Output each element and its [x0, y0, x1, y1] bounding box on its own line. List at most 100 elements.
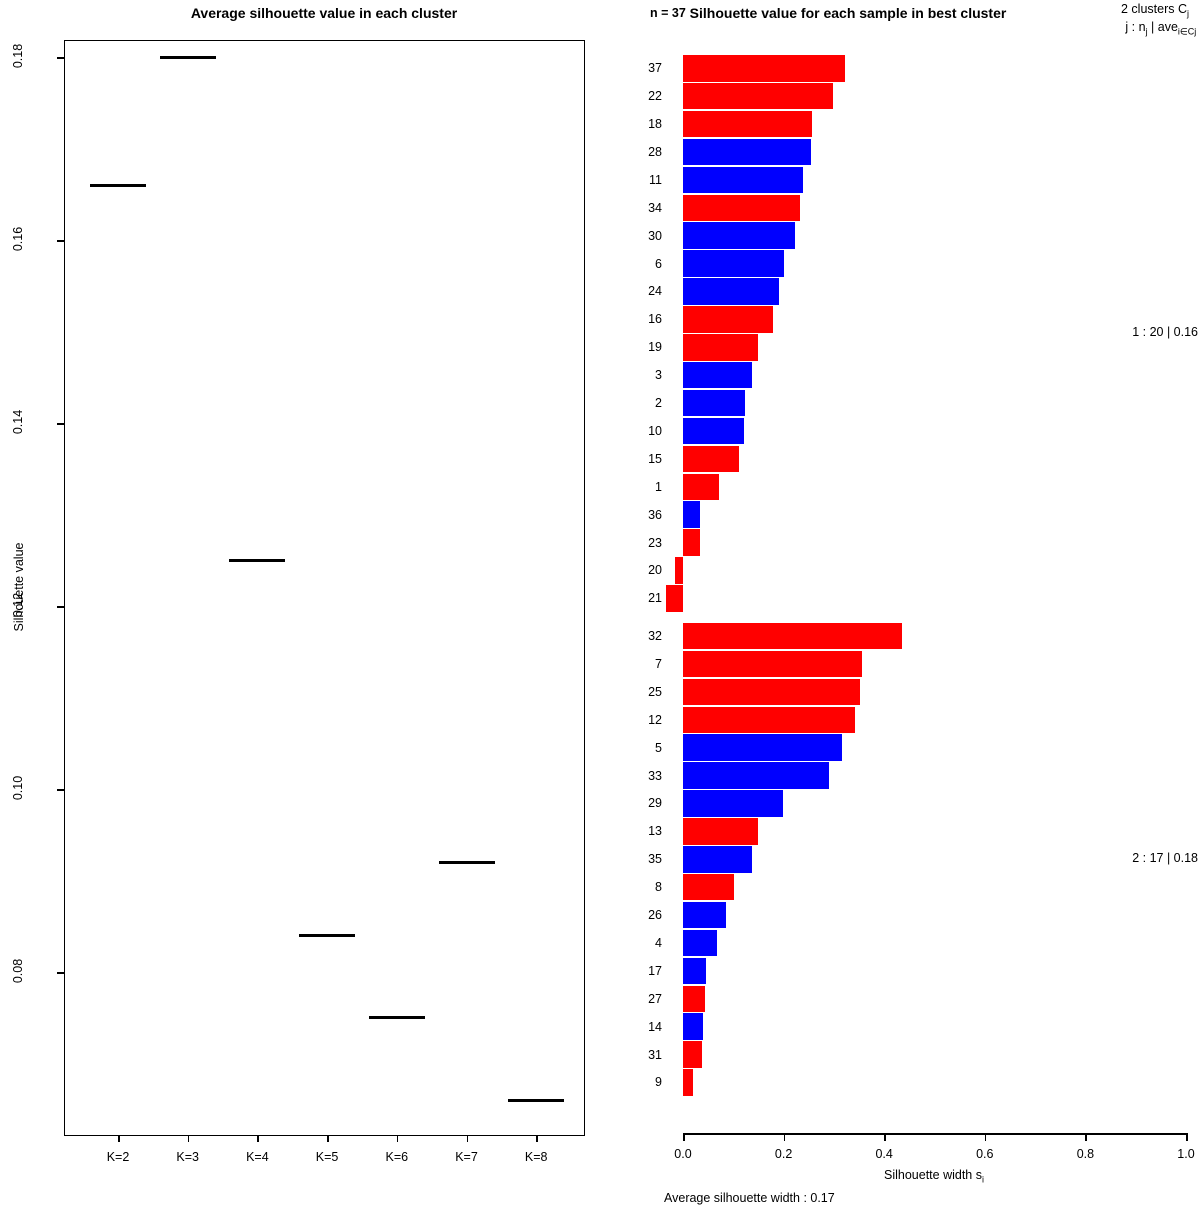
average-silhouette-segment [299, 933, 356, 937]
silhouette-bar-label: 1 [655, 479, 662, 494]
silhouette-bar-label: 15 [648, 451, 662, 466]
silhouette-bar-label: 9 [655, 1075, 662, 1090]
silhouette-bar-label: 30 [648, 228, 662, 243]
x-tick [1186, 1133, 1188, 1141]
x-tick-label: K=4 [246, 1150, 269, 1164]
x-tick [1085, 1133, 1087, 1141]
silhouette-plot-panel: Silhouette value for each sample in best… [600, 0, 1200, 1205]
silhouette-bar [683, 389, 746, 417]
x-tick-label: 0.2 [774, 1147, 793, 1161]
silhouette-bars-area: 37 22 18 28 11 34 30 6 24 16 19 3 2 10 15 1 36 23 20 21 1 : … [600, 0, 1200, 1200]
silhouette-bar [683, 361, 752, 389]
y-tick [57, 423, 64, 425]
silhouette-bar [683, 790, 783, 817]
silhouette-bar-label: 12 [648, 712, 662, 727]
silhouette-bar-label: 22 [648, 89, 662, 104]
cluster-summary-label: 2 : 17 | 0.18 [1132, 851, 1198, 866]
silhouette-bar-label: 13 [648, 824, 662, 839]
x-tick-label: 1.0 [1177, 1147, 1195, 1161]
cluster-summary-label: 1 : 20 | 0.16 [1132, 325, 1198, 340]
x-tick [187, 1135, 190, 1142]
silhouette-bar-label: 27 [648, 991, 662, 1006]
x-tick-label: K=3 [176, 1150, 199, 1164]
silhouette-bar [683, 846, 752, 873]
y-tick [57, 606, 64, 608]
average-silhouette-segment [438, 860, 495, 864]
y-tick-label: 0.16 [11, 226, 25, 252]
y-tick-label: 0.10 [11, 775, 25, 801]
average-silhouette-segment [90, 183, 146, 187]
silhouette-bar [683, 818, 758, 845]
y-tick [57, 57, 64, 59]
y-tick [57, 972, 64, 974]
silhouette-bar [683, 929, 718, 957]
silhouette-bar [683, 650, 862, 678]
x-tick [884, 1133, 886, 1141]
silhouette-bar-label: 24 [648, 284, 662, 299]
silhouette-bar [683, 166, 804, 194]
silhouette-bar [674, 557, 683, 584]
silhouette-bar [683, 306, 773, 333]
silhouette-bar-label: 6 [655, 256, 662, 271]
average-silhouette-segment [229, 558, 286, 562]
silhouette-bar-label: 3 [655, 368, 662, 383]
silhouette-bar [683, 1069, 693, 1096]
x-tick-label: K=7 [455, 1150, 478, 1164]
silhouette-bar [683, 194, 801, 221]
silhouette-bar [683, 678, 861, 706]
y-tick [57, 240, 64, 242]
silhouette-bar [683, 445, 740, 473]
silhouette-bar-label: 21 [648, 591, 662, 606]
average-width-footer: Average silhouette width : 0.17 [664, 1191, 835, 1205]
silhouette-bar-label: 37 [648, 61, 662, 76]
silhouette-bar-label: 16 [648, 312, 662, 327]
silhouette-bar-label: 29 [648, 796, 662, 811]
silhouette-bar [683, 529, 700, 556]
silhouette-bar [683, 762, 829, 789]
clusters-count-annotation: 2 clusters Cj [1121, 2, 1189, 19]
silhouette-bar [683, 622, 903, 650]
x-tick [396, 1135, 399, 1142]
average-silhouette-segment [159, 55, 216, 59]
silhouette-bar [683, 82, 833, 110]
silhouette-bar-label: 26 [648, 908, 662, 923]
right-x-axis-label: Silhouette width si [884, 1168, 984, 1185]
silhouette-bar-label: 8 [655, 880, 662, 895]
left-plot-marks: 0.08 0.10 0.12 0.14 0.16 0.18 K=2 K=3 K=4 K=5 K=6 K… [0, 0, 600, 1200]
silhouette-bar-label: 19 [648, 340, 662, 355]
silhouette-bar-label: 17 [648, 963, 662, 978]
silhouette-bar [683, 250, 785, 277]
silhouette-bar-label: 34 [648, 200, 662, 215]
x-axis-line [683, 1133, 1188, 1135]
x-tick-label: K=8 [524, 1150, 548, 1164]
silhouette-bar [683, 957, 707, 985]
silhouette-bar [683, 985, 705, 1012]
average-silhouette-segment [368, 1016, 425, 1020]
x-tick [536, 1135, 538, 1142]
silhouette-bar-label: 33 [648, 768, 662, 783]
y-tick-label: 0.08 [11, 958, 25, 984]
y-tick-label: 0.12 [11, 592, 25, 618]
y-tick-label: 0.18 [11, 43, 25, 69]
silhouette-bar-label: 7 [655, 656, 662, 671]
y-tick [57, 789, 64, 791]
x-tick-label: 0.0 [674, 1147, 692, 1161]
silhouette-bar [683, 55, 845, 82]
silhouette-bar [683, 706, 856, 733]
silhouette-bar [683, 473, 719, 500]
silhouette-bar [683, 1013, 703, 1040]
x-tick [783, 1133, 786, 1141]
silhouette-bar-label: 32 [648, 629, 662, 644]
silhouette-bar-label: 18 [648, 117, 662, 132]
silhouette-bar [683, 873, 735, 901]
x-tick-label: K=2 [106, 1150, 130, 1164]
silhouette-bar-label: 4 [655, 935, 662, 950]
silhouette-bar-label: 25 [648, 684, 662, 699]
y-tick-label: 0.14 [11, 409, 25, 435]
silhouette-bar-label: 11 [649, 172, 662, 187]
silhouette-bar-label: 5 [655, 740, 662, 755]
x-tick [683, 1133, 685, 1141]
silhouette-bar [683, 1041, 703, 1068]
silhouette-bar-label: 31 [648, 1047, 662, 1062]
silhouette-bar [683, 734, 842, 761]
